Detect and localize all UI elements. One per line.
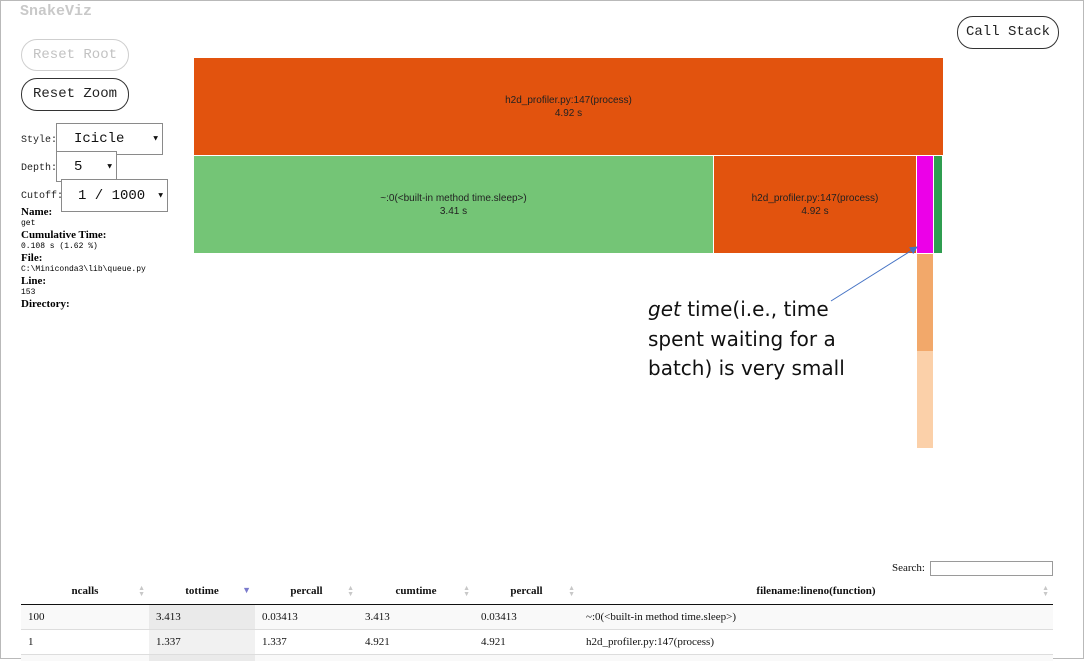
cell-cumtime: 3.413	[365, 611, 390, 623]
table-header: ncalls ▲ ▼ tottime ▼ percall ▲ ▼ cumtime ▲…	[21, 578, 1053, 605]
sort-icon: ▲ ▼	[463, 584, 470, 598]
call-stack-button[interactable]: Call Stack	[957, 16, 1059, 49]
annotation-line-2: spent waiting for a	[648, 326, 836, 351]
table-row[interactable]: 100 3.413 0.03413 3.413 0.03413 ~:0(<bui…	[21, 605, 1053, 630]
icicle-block-child[interactable]	[917, 254, 933, 351]
cell-filename: h2d_profiler.py:147(process)	[586, 636, 714, 648]
cell-percall-cum: 4.921	[481, 636, 506, 648]
function-info-panel: Name: get Cumulative Time: 0.108 s (1.62…	[21, 207, 181, 310]
column-header-label: cumtime	[395, 585, 437, 597]
annotation-arrow	[830, 246, 918, 302]
chevron-down-icon: ▼	[153, 134, 158, 144]
cumtime-label: Cumulative Time:	[21, 229, 107, 241]
column-header-tottime[interactable]: tottime ▼	[149, 578, 255, 604]
icicle-block-time: 4.92 s	[801, 205, 829, 217]
annotation-emphasis: get	[648, 297, 681, 321]
reset-root-button[interactable]: Reset Root	[21, 39, 129, 71]
column-header-label: filename:lineno(function)	[756, 585, 876, 597]
column-header-percall-cum[interactable]: percall ▲ ▼	[474, 578, 579, 604]
depth-select[interactable]: 5 ▼	[56, 151, 117, 182]
chevron-down-icon: ▼	[158, 191, 163, 200]
column-header-percall[interactable]: percall ▲ ▼	[255, 578, 358, 604]
icicle-block-sleep[interactable]: ~:0(<built-in method time.sleep>) 3.41 s	[194, 156, 714, 254]
search-input[interactable]	[930, 561, 1053, 576]
line-value: 153	[21, 288, 36, 297]
name-label: Name:	[21, 206, 53, 218]
file-value: C:\Miniconda3\lib\queue.py	[21, 265, 146, 274]
icicle-block-label: h2d_profiler.py:147(process)	[751, 192, 879, 204]
icicle-block-root[interactable]: h2d_profiler.py:147(process) 4.92 s	[194, 58, 944, 156]
cell-tottime	[149, 655, 255, 661]
sort-icon: ▲ ▼	[138, 584, 145, 598]
name-value: get	[21, 219, 36, 228]
depth-select-value: 5	[74, 158, 83, 175]
cell-ncalls: 100	[28, 611, 45, 623]
icicle-block-label: ~:0(<built-in method time.sleep>)	[380, 192, 527, 204]
line-label: Line:	[21, 275, 47, 287]
icicle-block-grandchild[interactable]	[917, 351, 933, 448]
chevron-down-icon: ▼	[107, 162, 112, 171]
style-select[interactable]: Icicle ▼	[56, 123, 163, 155]
column-header-cumtime[interactable]: cumtime ▲ ▼	[358, 578, 474, 604]
cell-filename: ~:0(<built-in method time.sleep>)	[586, 611, 737, 623]
cell-tottime: 3.413	[149, 605, 255, 629]
cutoff-label: Cutoff:	[21, 191, 64, 202]
annotation-text: get time(i.e., time spent waiting for a …	[648, 295, 888, 384]
table-row-partial	[21, 655, 1053, 661]
directory-label: Directory:	[21, 298, 70, 310]
column-header-label: ncalls	[71, 585, 99, 597]
cell-percall-cum: 0.03413	[481, 611, 517, 623]
style-label: Style:	[21, 135, 58, 146]
icicle-block-label: h2d_profiler.py:147(process)	[505, 94, 632, 106]
icicle-block-time: 4.92 s	[554, 107, 583, 119]
icicle-block-time: 3.41 s	[439, 205, 468, 217]
icicle-block-small[interactable]	[934, 156, 943, 254]
column-header-filename[interactable]: filename:lineno(function) ▲ ▼	[579, 578, 1053, 604]
reset-zoom-button[interactable]: Reset Zoom	[21, 78, 129, 111]
cutoff-select-value: 1 / 1000	[78, 187, 146, 204]
search-label: Search:	[892, 562, 925, 574]
cumtime-value: 0.108 s (1.62 %)	[21, 242, 98, 251]
cell-cumtime: 4.921	[365, 636, 390, 648]
table-row[interactable]: 1 1.337 1.337 4.921 4.921 h2d_profiler.p…	[21, 630, 1053, 655]
depth-label: Depth:	[21, 163, 58, 174]
sort-icon: ▲ ▼	[347, 584, 354, 598]
cell-percall: 0.03413	[262, 611, 298, 623]
style-select-value: Icicle	[74, 131, 125, 147]
cell-tottime: 1.337	[149, 630, 255, 654]
sort-desc-icon: ▼	[242, 585, 251, 595]
cell-ncalls: 1	[28, 636, 34, 648]
icicle-block-get[interactable]	[917, 156, 934, 254]
icicle-block-process[interactable]: h2d_profiler.py:147(process) 4.92 s	[714, 156, 917, 254]
stats-table: ncalls ▲ ▼ tottime ▼ percall ▲ ▼ cumtime ▲…	[21, 578, 1053, 661]
column-header-label: percall	[510, 585, 543, 597]
column-header-label: percall	[290, 585, 323, 597]
sort-icon: ▲ ▼	[568, 584, 575, 598]
cell-percall: 1.337	[262, 636, 287, 648]
annotation-line-1: time(i.e., time	[680, 297, 829, 321]
file-label: File:	[21, 252, 43, 264]
column-header-label: tottime	[185, 585, 219, 597]
cutoff-select[interactable]: 1 / 1000 ▼	[61, 179, 168, 212]
app-title: SnakeViz	[20, 3, 93, 20]
column-header-ncalls[interactable]: ncalls ▲ ▼	[21, 578, 149, 604]
sort-icon: ▲ ▼	[1042, 584, 1049, 598]
annotation-line-3: batch) is very small	[648, 356, 845, 380]
